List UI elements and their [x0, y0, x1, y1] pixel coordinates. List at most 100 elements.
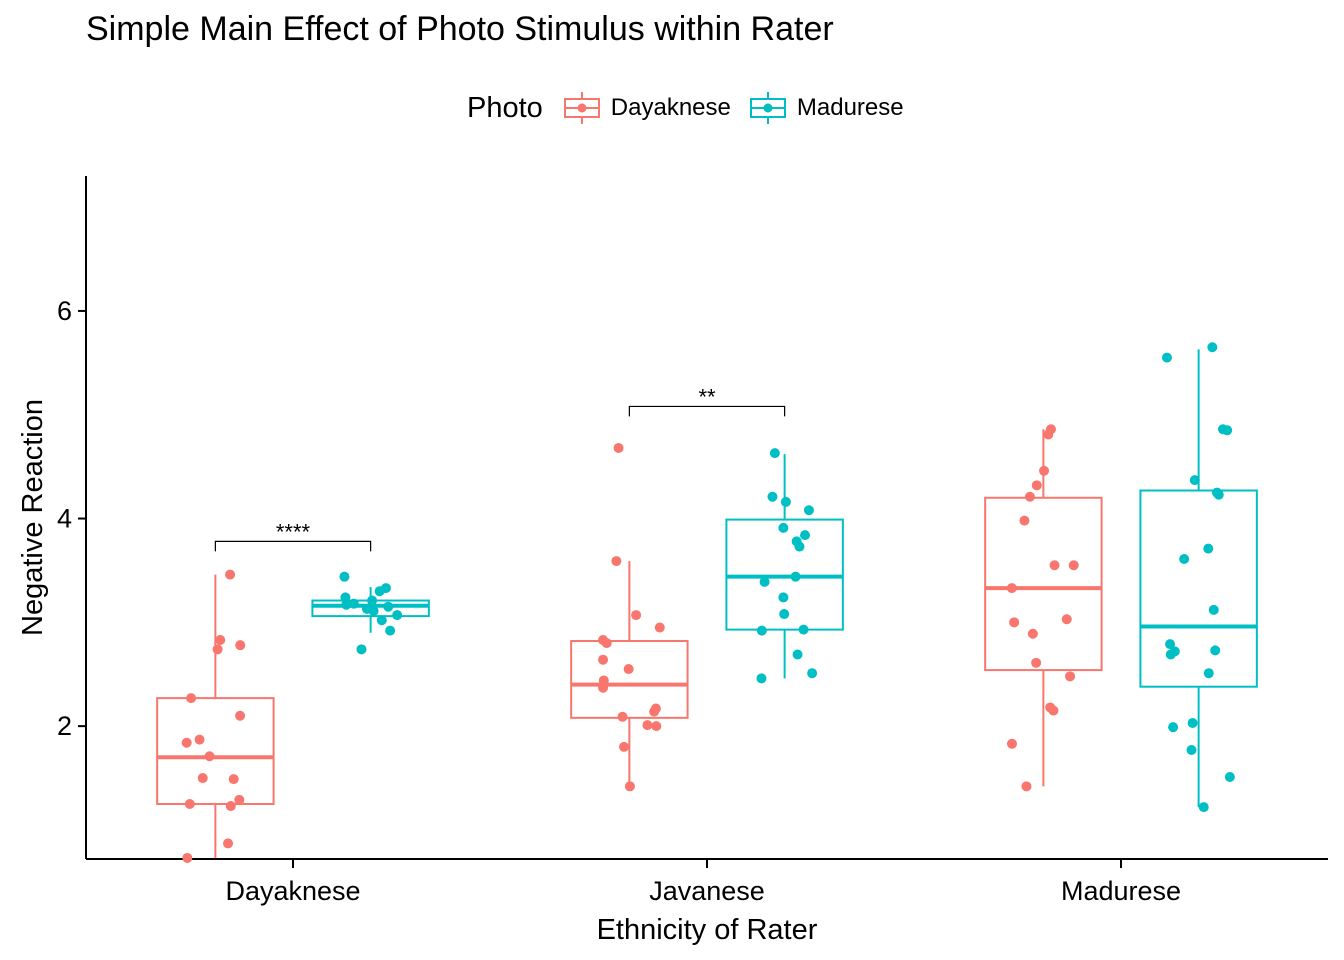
- data-point: [769, 448, 780, 459]
- data-point: [598, 675, 609, 686]
- legend-item-madurese: Madurese: [749, 91, 904, 125]
- data-point: [1061, 614, 1072, 625]
- data-point: [182, 852, 193, 863]
- data-point: [1031, 480, 1042, 491]
- data-point: [367, 595, 378, 606]
- data-point: [374, 586, 385, 597]
- data-point: [617, 711, 628, 722]
- data-point: [181, 737, 192, 748]
- data-point: [798, 624, 809, 635]
- y-tick-label: 6: [57, 296, 72, 326]
- data-point: [1161, 352, 1172, 363]
- data-point: [339, 571, 350, 582]
- legend: Photo Dayaknese Madurese: [467, 88, 922, 128]
- data-point: [1024, 491, 1035, 502]
- data-point: [790, 571, 801, 582]
- data-point: [356, 644, 367, 655]
- x-axis-title: Ethnicity of Rater: [597, 914, 818, 946]
- box-rect: [156, 697, 275, 805]
- y-tick-label: 4: [57, 504, 72, 534]
- data-point: [1165, 649, 1176, 660]
- data-point: [186, 693, 197, 704]
- data-point: [383, 601, 394, 612]
- data-point: [1006, 738, 1017, 749]
- data-point: [807, 668, 818, 679]
- data-point: [624, 781, 635, 792]
- data-point: [1031, 657, 1042, 668]
- box-rect: [725, 518, 844, 631]
- data-point: [1006, 583, 1017, 594]
- legend-label-madurese: Madurese: [796, 94, 904, 121]
- box-rect: [1139, 489, 1258, 688]
- x-tick-label: Dayaknese: [225, 876, 360, 906]
- data-point: [651, 721, 662, 732]
- box-rect: [570, 640, 689, 719]
- data-point: [1049, 560, 1060, 571]
- data-point: [194, 734, 205, 745]
- data-point: [1043, 429, 1054, 440]
- data-point: [1068, 560, 1079, 571]
- significance-bracket: [628, 405, 786, 417]
- data-point: [1207, 342, 1218, 353]
- data-point: [225, 569, 236, 580]
- data-point: [779, 609, 790, 620]
- data-point: [619, 741, 630, 752]
- legend-key-dayaknese: [563, 92, 600, 124]
- data-point: [778, 592, 789, 603]
- data-point: [340, 592, 351, 603]
- data-point: [598, 682, 609, 693]
- legend-item-dayaknese: Dayaknese: [563, 91, 731, 125]
- data-point: [601, 638, 612, 649]
- data-point: [1021, 781, 1032, 792]
- data-point: [234, 794, 245, 805]
- data-point: [1009, 617, 1020, 628]
- y-tick-label: 2: [57, 711, 72, 741]
- data-point: [794, 541, 805, 552]
- data-point: [792, 649, 803, 660]
- data-point: [780, 496, 791, 507]
- data-point: [1065, 671, 1076, 682]
- data-point: [631, 610, 642, 621]
- data-point: [184, 798, 195, 809]
- y-axis-title: Negative Reaction: [17, 399, 49, 636]
- data-point: [756, 673, 767, 684]
- data-point: [1179, 554, 1190, 565]
- data-point: [228, 774, 239, 785]
- data-point: [767, 491, 778, 502]
- data-point: [623, 664, 634, 675]
- data-point: [225, 801, 236, 812]
- data-point: [756, 625, 767, 636]
- data-point: [1203, 543, 1214, 554]
- data-point: [1189, 475, 1200, 486]
- data-point: [759, 576, 770, 587]
- x-tick-label: Madurese: [1061, 876, 1181, 906]
- legend-label-dayaknese: Dayaknese: [610, 94, 731, 121]
- data-point: [778, 522, 789, 533]
- significance-label: **: [698, 384, 716, 409]
- data-point: [611, 556, 622, 567]
- x-tick-label: Javanese: [649, 876, 765, 906]
- data-point: [1213, 489, 1224, 500]
- significance-label: ****: [276, 519, 311, 544]
- data-point: [1165, 639, 1176, 650]
- data-point: [348, 598, 359, 609]
- data-point: [649, 706, 660, 717]
- data-point: [223, 838, 234, 849]
- data-point: [392, 610, 403, 621]
- data-point: [654, 622, 665, 633]
- chart-title: Simple Main Effect of Photo Stimulus wit…: [86, 10, 834, 48]
- data-point: [215, 634, 226, 645]
- data-point: [1168, 722, 1179, 733]
- legend-key-madurese: [749, 92, 786, 124]
- legend-title: Photo: [467, 91, 543, 124]
- data-point: [1019, 515, 1030, 526]
- data-point: [385, 625, 396, 636]
- data-point: [1048, 705, 1059, 716]
- data-point: [235, 640, 246, 651]
- data-point: [1187, 718, 1198, 729]
- significance-bracket: [214, 540, 372, 552]
- data-point: [376, 615, 387, 626]
- data-point: [1208, 604, 1219, 615]
- data-point: [1203, 668, 1214, 679]
